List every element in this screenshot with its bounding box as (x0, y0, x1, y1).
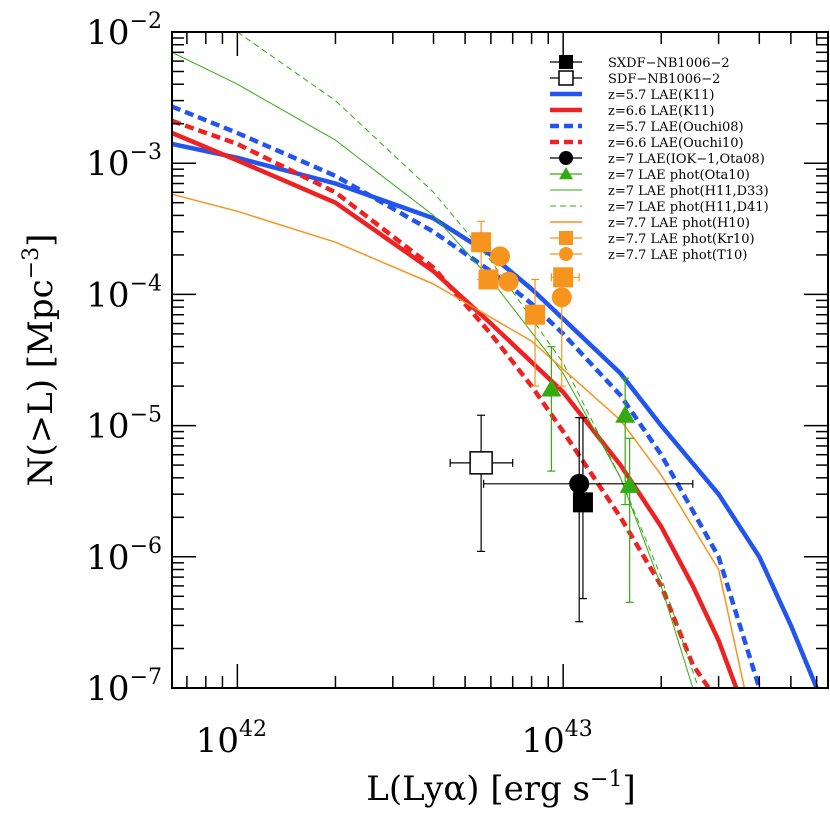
legend-label: z=7 LAE(IOK−1,Ota08) (608, 152, 765, 167)
series-line (172, 193, 746, 688)
x-axis-title: L(Lyα) [erg s−1] (366, 767, 635, 809)
series-line (172, 104, 762, 688)
data-point (471, 232, 492, 253)
data-point (619, 475, 640, 493)
data-point (478, 269, 499, 290)
plot-frame (171, 31, 829, 689)
legend-marker-swatch (559, 55, 573, 69)
legend-label: z=7.7 LAE phot(T10) (608, 248, 747, 263)
data-point (490, 246, 511, 267)
legend-label: z=5.7 LAE(K11) (608, 88, 714, 103)
legend-marker-swatch (559, 167, 573, 180)
legend-label: z=7 LAE phot(Ota10) (608, 168, 750, 183)
data-point (569, 473, 590, 494)
y-tick-label: 10−7 (86, 665, 162, 709)
legend-label: z=7 LAE phot(H11,D33) (608, 184, 769, 199)
legend-label: z=7 LAE phot(H11,D41) (608, 200, 769, 215)
data-point (469, 451, 493, 475)
y-tick-label: 10−3 (86, 140, 162, 184)
y-tick-label: 10−5 (86, 403, 162, 447)
legend-label: z=7.7 LAE phot(H10) (608, 216, 750, 231)
data-point (525, 304, 546, 325)
data-point (541, 379, 562, 397)
legend-label: z=6.6 LAE(K11) (608, 104, 714, 119)
x-tick-label: 1042 (196, 717, 267, 761)
data-point (553, 267, 574, 288)
x-tick-label: 1043 (522, 717, 593, 761)
legend-marker-swatch (559, 151, 573, 165)
series-line (172, 141, 819, 688)
legend-marker-swatch (558, 70, 574, 86)
y-tick-label: 10−4 (86, 271, 162, 315)
legend-marker-swatch (559, 231, 573, 245)
y-tick-label: 10−2 (86, 9, 162, 53)
data-point (498, 271, 519, 292)
legend-marker-swatch (559, 247, 573, 261)
legend-label: z=6.6 LAE(Ouchi10) (608, 136, 744, 151)
legend-label: z=5.7 LAE(Ouchi08) (608, 120, 744, 135)
y-axis-title: N(>L) [Mpc−3] (19, 234, 61, 487)
data-point (572, 492, 593, 513)
legend-label: z=7.7 LAE phot(Kr10) (608, 232, 755, 247)
data-point (551, 287, 572, 308)
series-line (172, 130, 739, 688)
legend-label: SDF−NB1006−2 (608, 72, 720, 87)
y-tick-label: 10−6 (86, 534, 162, 578)
legend-label: SXDF−NB1006−2 (608, 56, 730, 71)
data-point (615, 405, 636, 423)
